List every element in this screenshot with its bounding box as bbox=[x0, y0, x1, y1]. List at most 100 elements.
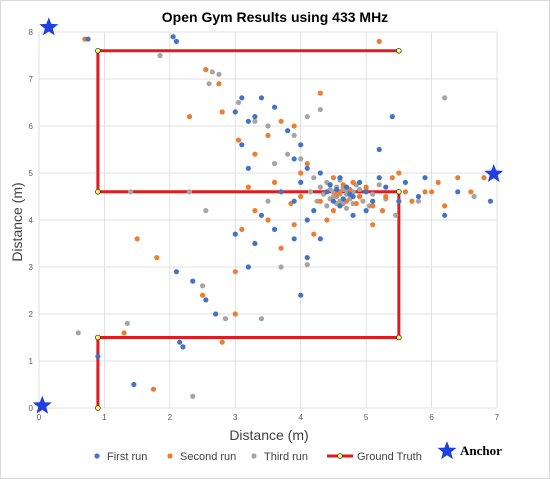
data-point bbox=[370, 191, 376, 197]
y-tick-label: 6 bbox=[29, 122, 34, 131]
data-point bbox=[396, 170, 402, 176]
data-point bbox=[304, 165, 310, 171]
data-point bbox=[271, 161, 278, 167]
data-point bbox=[317, 184, 323, 190]
data-point bbox=[370, 203, 376, 209]
data-point bbox=[177, 339, 183, 345]
data-point bbox=[186, 114, 193, 120]
data-point bbox=[235, 99, 242, 106]
anchor-star-icon bbox=[484, 163, 504, 183]
data-point bbox=[258, 316, 265, 322]
data-point bbox=[203, 297, 209, 303]
data-point bbox=[173, 269, 179, 275]
data-point bbox=[481, 175, 487, 181]
data-point bbox=[278, 245, 284, 251]
data-point bbox=[468, 189, 474, 195]
data-point bbox=[265, 217, 271, 223]
data-point bbox=[317, 106, 323, 113]
data-point bbox=[330, 175, 337, 181]
tick-labels: 0 1 2 3 4 5 6 7 0 1 2 3 4 5 6 7 8 bbox=[29, 28, 500, 422]
data-point bbox=[291, 132, 297, 138]
series-first-run bbox=[85, 34, 494, 388]
legend: First run Second run Third run Ground Truth bbox=[94, 451, 422, 463]
data-point bbox=[317, 236, 323, 242]
data-point bbox=[285, 151, 291, 157]
data-point bbox=[350, 212, 356, 218]
data-point bbox=[213, 311, 219, 317]
data-point bbox=[245, 184, 251, 190]
data-point bbox=[304, 255, 310, 261]
data-point bbox=[324, 203, 330, 209]
data-point bbox=[353, 200, 359, 207]
chart-title: Open Gym Results using 433 MHz bbox=[162, 9, 388, 25]
ground-truth-vertex bbox=[95, 405, 101, 411]
ground-truth-vertex bbox=[95, 334, 101, 341]
y-tick-label: 0 bbox=[29, 404, 34, 413]
data-point bbox=[307, 189, 314, 195]
legend-label: Ground Truth bbox=[357, 451, 422, 463]
data-point bbox=[357, 179, 363, 185]
data-point bbox=[75, 330, 81, 336]
data-point bbox=[206, 81, 212, 87]
data-point bbox=[222, 316, 229, 322]
data-point bbox=[258, 212, 265, 218]
data-point bbox=[402, 189, 408, 195]
anchor-star-icon bbox=[32, 395, 52, 414]
ground-truth-vertex bbox=[396, 334, 402, 341]
x-tick-label: 2 bbox=[168, 413, 173, 422]
data-point bbox=[324, 217, 330, 223]
data-point bbox=[232, 109, 238, 115]
anchor-legend-label: Anchor bbox=[460, 443, 502, 458]
data-point bbox=[389, 114, 395, 120]
data-point bbox=[219, 109, 225, 115]
y-tick-label: 2 bbox=[29, 310, 34, 319]
data-point bbox=[350, 179, 356, 185]
data-point bbox=[278, 118, 284, 124]
data-point bbox=[337, 203, 343, 209]
data-point bbox=[422, 189, 428, 195]
data-point bbox=[428, 189, 435, 195]
data-point bbox=[150, 386, 157, 392]
data-point bbox=[157, 52, 163, 59]
data-point bbox=[455, 175, 461, 181]
data-point bbox=[271, 226, 278, 232]
data-point bbox=[311, 208, 317, 214]
data-point bbox=[232, 311, 238, 317]
data-point bbox=[265, 198, 271, 204]
legend-label: Third run bbox=[264, 451, 308, 463]
data-point bbox=[203, 208, 209, 214]
data-point bbox=[298, 170, 304, 176]
data-point bbox=[239, 95, 245, 101]
data-point bbox=[245, 118, 251, 124]
data-point bbox=[128, 189, 134, 195]
data-point bbox=[304, 161, 310, 167]
data-point bbox=[389, 175, 395, 181]
data-point bbox=[170, 34, 176, 40]
data-point bbox=[199, 292, 206, 298]
data-point bbox=[343, 205, 350, 211]
data-point bbox=[271, 104, 278, 110]
y-tick-label: 1 bbox=[29, 357, 34, 366]
data-point bbox=[435, 179, 441, 185]
data-point bbox=[396, 198, 402, 204]
data-point bbox=[232, 231, 238, 237]
data-point bbox=[190, 393, 196, 399]
data-point bbox=[379, 208, 386, 214]
data-point bbox=[252, 151, 258, 157]
legend-marker bbox=[251, 453, 257, 459]
data-point bbox=[347, 191, 353, 197]
data-point bbox=[239, 142, 245, 148]
data-point bbox=[271, 179, 278, 185]
data-point bbox=[376, 146, 382, 153]
scatter-points bbox=[75, 34, 494, 411]
y-tick-label: 4 bbox=[29, 216, 34, 225]
data-point bbox=[278, 189, 284, 195]
data-point bbox=[173, 38, 179, 45]
x-tick-label: 7 bbox=[495, 413, 500, 422]
data-point bbox=[209, 69, 215, 75]
data-point bbox=[285, 128, 291, 134]
y-tick-label: 3 bbox=[29, 263, 34, 272]
data-point bbox=[455, 189, 461, 195]
x-axis-title: Distance (m) bbox=[229, 427, 308, 443]
